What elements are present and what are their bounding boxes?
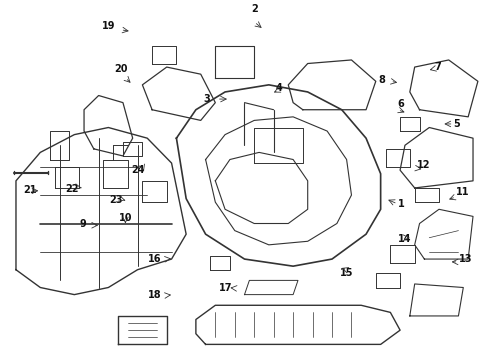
Text: 15: 15 (339, 268, 353, 278)
Text: 11: 11 (455, 186, 468, 197)
Text: 23: 23 (109, 195, 122, 205)
Text: 18: 18 (148, 289, 162, 300)
Text: 20: 20 (114, 64, 127, 74)
Text: 10: 10 (119, 213, 132, 223)
Text: 8: 8 (378, 75, 385, 85)
Text: 7: 7 (433, 62, 440, 72)
Text: 24: 24 (130, 165, 144, 175)
Text: 13: 13 (458, 254, 471, 264)
Text: 21: 21 (23, 185, 37, 195)
Text: 2: 2 (250, 4, 257, 14)
Text: 5: 5 (453, 119, 459, 129)
Text: 17: 17 (219, 283, 232, 293)
Text: 14: 14 (397, 234, 411, 244)
Text: 1: 1 (397, 199, 404, 209)
Text: 12: 12 (416, 160, 430, 170)
Text: 4: 4 (275, 83, 282, 93)
Text: 6: 6 (397, 99, 404, 109)
Text: 3: 3 (203, 94, 210, 104)
Text: 22: 22 (65, 184, 79, 194)
Text: 19: 19 (102, 21, 116, 31)
Text: 9: 9 (80, 219, 86, 229)
Text: 16: 16 (148, 254, 162, 264)
